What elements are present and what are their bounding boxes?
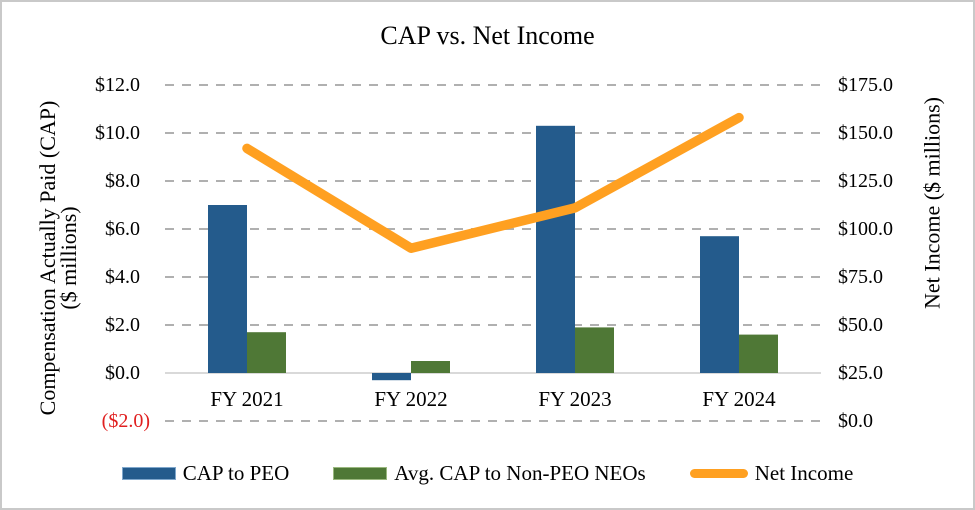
x-axis-category-label: FY 2024 <box>702 387 776 411</box>
legend-item-cap-to-peo: CAP to PEO <box>121 461 290 486</box>
right-axis-tick-label: $175.0 <box>838 74 893 96</box>
right-axis-tick-label: $0.0 <box>838 410 873 432</box>
right-axis-tick-label: $25.0 <box>838 362 883 384</box>
right-axis-tick-label: $125.0 <box>838 170 893 192</box>
net-income-line <box>242 112 744 253</box>
chart-title: CAP vs. Net Income <box>380 21 595 50</box>
legend-label-cap-to-peo: CAP to PEO <box>182 461 290 485</box>
right-axis-tick-label: $100.0 <box>838 218 893 240</box>
x-axis-category-label: FY 2022 <box>374 387 448 411</box>
left-axis-tick-label: $8.0 <box>105 170 140 192</box>
legend: CAP to PEO Avg. CAP to Non-PEO NEOs Net … <box>0 461 975 486</box>
bar-cap-to-peo <box>208 205 247 373</box>
bar-cap-to-peo <box>372 373 411 381</box>
x-axis-category-label: FY 2021 <box>210 387 284 411</box>
legend-item-net-income: Net Income <box>689 461 854 486</box>
left-axis-tick-label: $10.0 <box>95 122 140 144</box>
bar-avg-cap-to-non-peo-neos <box>575 327 614 373</box>
legend-label-net-income: Net Income <box>754 461 854 485</box>
bar-cap-to-peo <box>536 125 575 373</box>
bar-cap-to-peo <box>700 236 739 373</box>
legend-item-avg-cap-non-peo: Avg. CAP to Non-PEO NEOs <box>333 461 646 486</box>
right-axis-tick-label: $150.0 <box>838 122 893 144</box>
x-axis-category-label: FY 2023 <box>538 387 612 411</box>
left-axis-tick-label: $12.0 <box>95 74 140 96</box>
left-axis-tick-label: $6.0 <box>105 218 140 240</box>
bar-avg-cap-to-non-peo-neos <box>739 334 778 373</box>
right-axis-tick-label: $50.0 <box>838 314 883 336</box>
bar-avg-cap-to-non-peo-neos <box>411 361 450 373</box>
legend-label-avg-cap-non-peo: Avg. CAP to Non-PEO NEOs <box>394 461 646 485</box>
left-axis-tick-label: $0.0 <box>105 362 140 384</box>
right-axis-tick-label: $75.0 <box>838 266 883 288</box>
left-axis-tick-label: $2.0 <box>105 314 140 336</box>
left-axis-tick-label: ($2.0) <box>101 410 150 432</box>
net-income-line-swatch-icon <box>689 469 748 478</box>
left-axis-tick-label: $4.0 <box>105 266 140 288</box>
avg-cap-non-peo-swatch-icon <box>333 467 388 480</box>
bar-avg-cap-to-non-peo-neos <box>247 332 286 373</box>
cap-to-peo-swatch-icon <box>121 467 176 480</box>
